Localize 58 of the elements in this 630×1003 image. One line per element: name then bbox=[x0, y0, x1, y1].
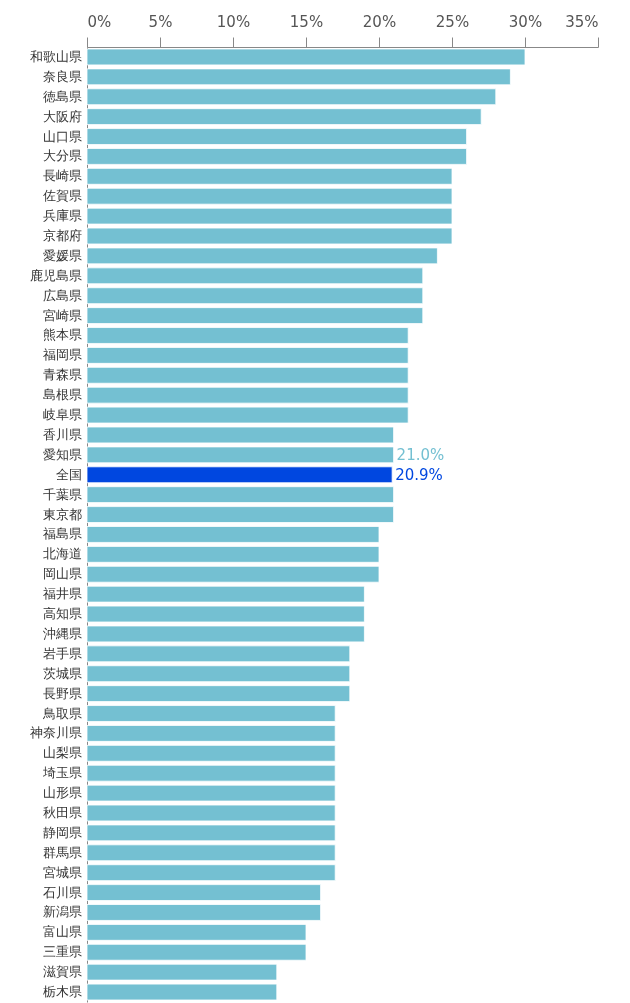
y-tick-label: 東京都 bbox=[42, 506, 82, 522]
y-tick-label: 大分県 bbox=[42, 148, 82, 164]
y-tick-label: 石川県 bbox=[42, 884, 82, 900]
y-tick-label: 岐阜県 bbox=[42, 407, 82, 423]
x-tick-label: 35% bbox=[565, 12, 599, 31]
y-tick-label: 鹿児島県 bbox=[29, 267, 82, 283]
y-tick-label: 愛媛県 bbox=[42, 247, 82, 263]
y-tick-label: 山形県 bbox=[42, 785, 82, 801]
y-tick-label: 神奈川県 bbox=[29, 725, 82, 741]
y-tick-label: 全国 bbox=[55, 466, 82, 482]
x-tick-label: 15% bbox=[289, 12, 324, 31]
y-tick-label: 長野県 bbox=[42, 685, 82, 701]
y-tick-label: 京都府 bbox=[42, 228, 82, 244]
y-tick-label: 埼玉県 bbox=[41, 765, 82, 781]
y-tick-label: 福岡県 bbox=[42, 347, 82, 363]
y-tick-label: 北海道 bbox=[42, 546, 82, 562]
y-tick-label: 岡山県 bbox=[42, 566, 82, 582]
y-tick-label: 栃木県 bbox=[42, 984, 82, 1000]
y-tick-label: 広島県 bbox=[42, 287, 82, 303]
y-tick-label: 長崎県 bbox=[42, 168, 82, 184]
y-tick-label: 島根県 bbox=[42, 387, 82, 403]
y-tick-label: 沖縄県 bbox=[42, 625, 82, 641]
y-tick-label: 新潟県 bbox=[42, 904, 82, 920]
y-tick-label: 青森県 bbox=[42, 367, 82, 383]
x-tick-label: 30% bbox=[508, 12, 543, 31]
y-tick-label: 群馬県 bbox=[42, 844, 82, 860]
y-tick-label: 兵庫県 bbox=[42, 208, 82, 224]
y-tick-label: 佐賀県 bbox=[42, 188, 82, 204]
y-tick-label: 奈良県 bbox=[42, 68, 82, 84]
data-label: 21.0% bbox=[396, 445, 445, 464]
y-tick-label: 宮崎県 bbox=[42, 307, 82, 323]
y-tick-label: 福島県 bbox=[42, 526, 82, 542]
y-tick-label: 山口県 bbox=[42, 128, 82, 144]
y-tick-label: 愛知県 bbox=[42, 446, 82, 462]
y-tick-label: 富山県 bbox=[42, 924, 82, 940]
y-tick-label: 山梨県 bbox=[42, 745, 82, 761]
x-tick-label: 25% bbox=[435, 12, 470, 31]
y-tick-label: 徳島県 bbox=[42, 88, 82, 104]
x-tick-label: 20% bbox=[362, 12, 397, 31]
y-tick-label: 茨城県 bbox=[42, 665, 82, 681]
y-tick-label: 高知県 bbox=[42, 606, 82, 622]
y-tick-label: 熊本県 bbox=[42, 327, 82, 343]
y-tick-label: 和歌山県 bbox=[29, 48, 82, 64]
y-tick-label: 岩手県 bbox=[42, 645, 82, 661]
x-tick-label: 10% bbox=[216, 12, 251, 31]
y-tick-label: 香川県 bbox=[42, 426, 82, 442]
x-tick-label: 5% bbox=[148, 12, 173, 31]
y-tick-label: 大阪府 bbox=[42, 108, 82, 124]
y-tick-label: 鳥取県 bbox=[41, 705, 82, 721]
y-tick-label: 宮城県 bbox=[42, 864, 82, 880]
y-tick-label: 三重県 bbox=[42, 944, 82, 960]
y-tick-label: 福井県 bbox=[42, 586, 82, 602]
y-tick-label: 秋田県 bbox=[42, 804, 82, 820]
y-tick-label: 滋賀県 bbox=[42, 964, 82, 980]
y-tick-label: 千葉県 bbox=[42, 486, 82, 502]
y-tick-label: 静岡県 bbox=[42, 824, 82, 840]
data-label: 20.9% bbox=[395, 465, 443, 484]
x-tick-label: 0% bbox=[87, 12, 112, 31]
